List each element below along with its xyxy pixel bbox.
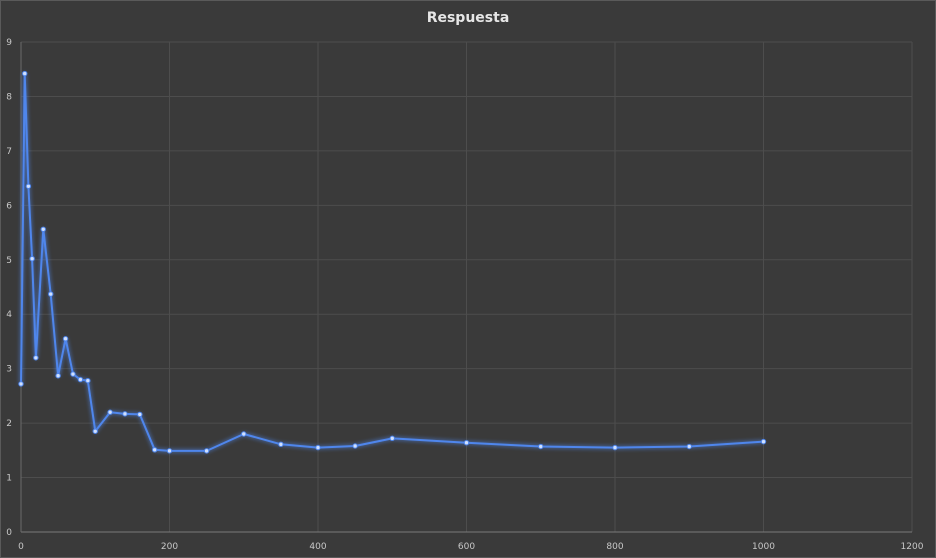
data-point — [278, 441, 284, 448]
data-point — [612, 444, 618, 451]
data-point — [33, 355, 39, 361]
data-point — [686, 443, 692, 450]
y-tick-label: 6 — [6, 201, 12, 211]
data-point — [463, 440, 470, 446]
y-tick-label: 7 — [6, 147, 12, 157]
x-tick-label: 1000 — [752, 542, 775, 552]
data-point — [107, 409, 113, 415]
x-tick-label: 800 — [606, 542, 623, 552]
data-point — [538, 443, 544, 450]
data-point — [151, 447, 158, 453]
data-point — [77, 376, 84, 383]
data-point — [70, 371, 76, 377]
y-tick-label: 0 — [6, 528, 12, 538]
data-point — [62, 336, 69, 342]
x-tick-label: 600 — [458, 542, 475, 552]
data-point — [315, 444, 321, 451]
data-point — [18, 381, 24, 387]
data-point — [241, 431, 247, 437]
x-tick-label: 200 — [161, 542, 178, 552]
y-tick-label: 2 — [6, 419, 12, 429]
y-tick-label: 3 — [6, 365, 12, 375]
y-tick-label: 1 — [6, 474, 12, 484]
data-point — [122, 411, 128, 417]
data-point — [389, 435, 395, 442]
x-tick-label: 400 — [309, 542, 326, 552]
data-point — [29, 255, 35, 262]
x-tick-label: 1200 — [901, 542, 924, 552]
data-point — [92, 428, 98, 434]
data-point — [48, 291, 54, 297]
data-point — [166, 448, 173, 454]
y-tick-label: 5 — [6, 256, 12, 266]
data-point — [85, 377, 91, 384]
series-line — [20, 72, 764, 452]
data-point — [25, 183, 32, 189]
data-point — [352, 443, 358, 449]
data-point — [203, 448, 210, 454]
data-point — [760, 438, 767, 445]
x-tick-label: 0 — [18, 542, 24, 552]
chart-title: Respuesta — [426, 10, 510, 26]
data-point — [55, 373, 61, 379]
y-tick-label: 4 — [6, 310, 12, 320]
y-tick-label: 8 — [6, 92, 12, 102]
y-tick-label: 9 — [6, 38, 12, 48]
data-point — [137, 411, 143, 418]
data-point — [40, 226, 46, 232]
data-point — [22, 70, 28, 77]
